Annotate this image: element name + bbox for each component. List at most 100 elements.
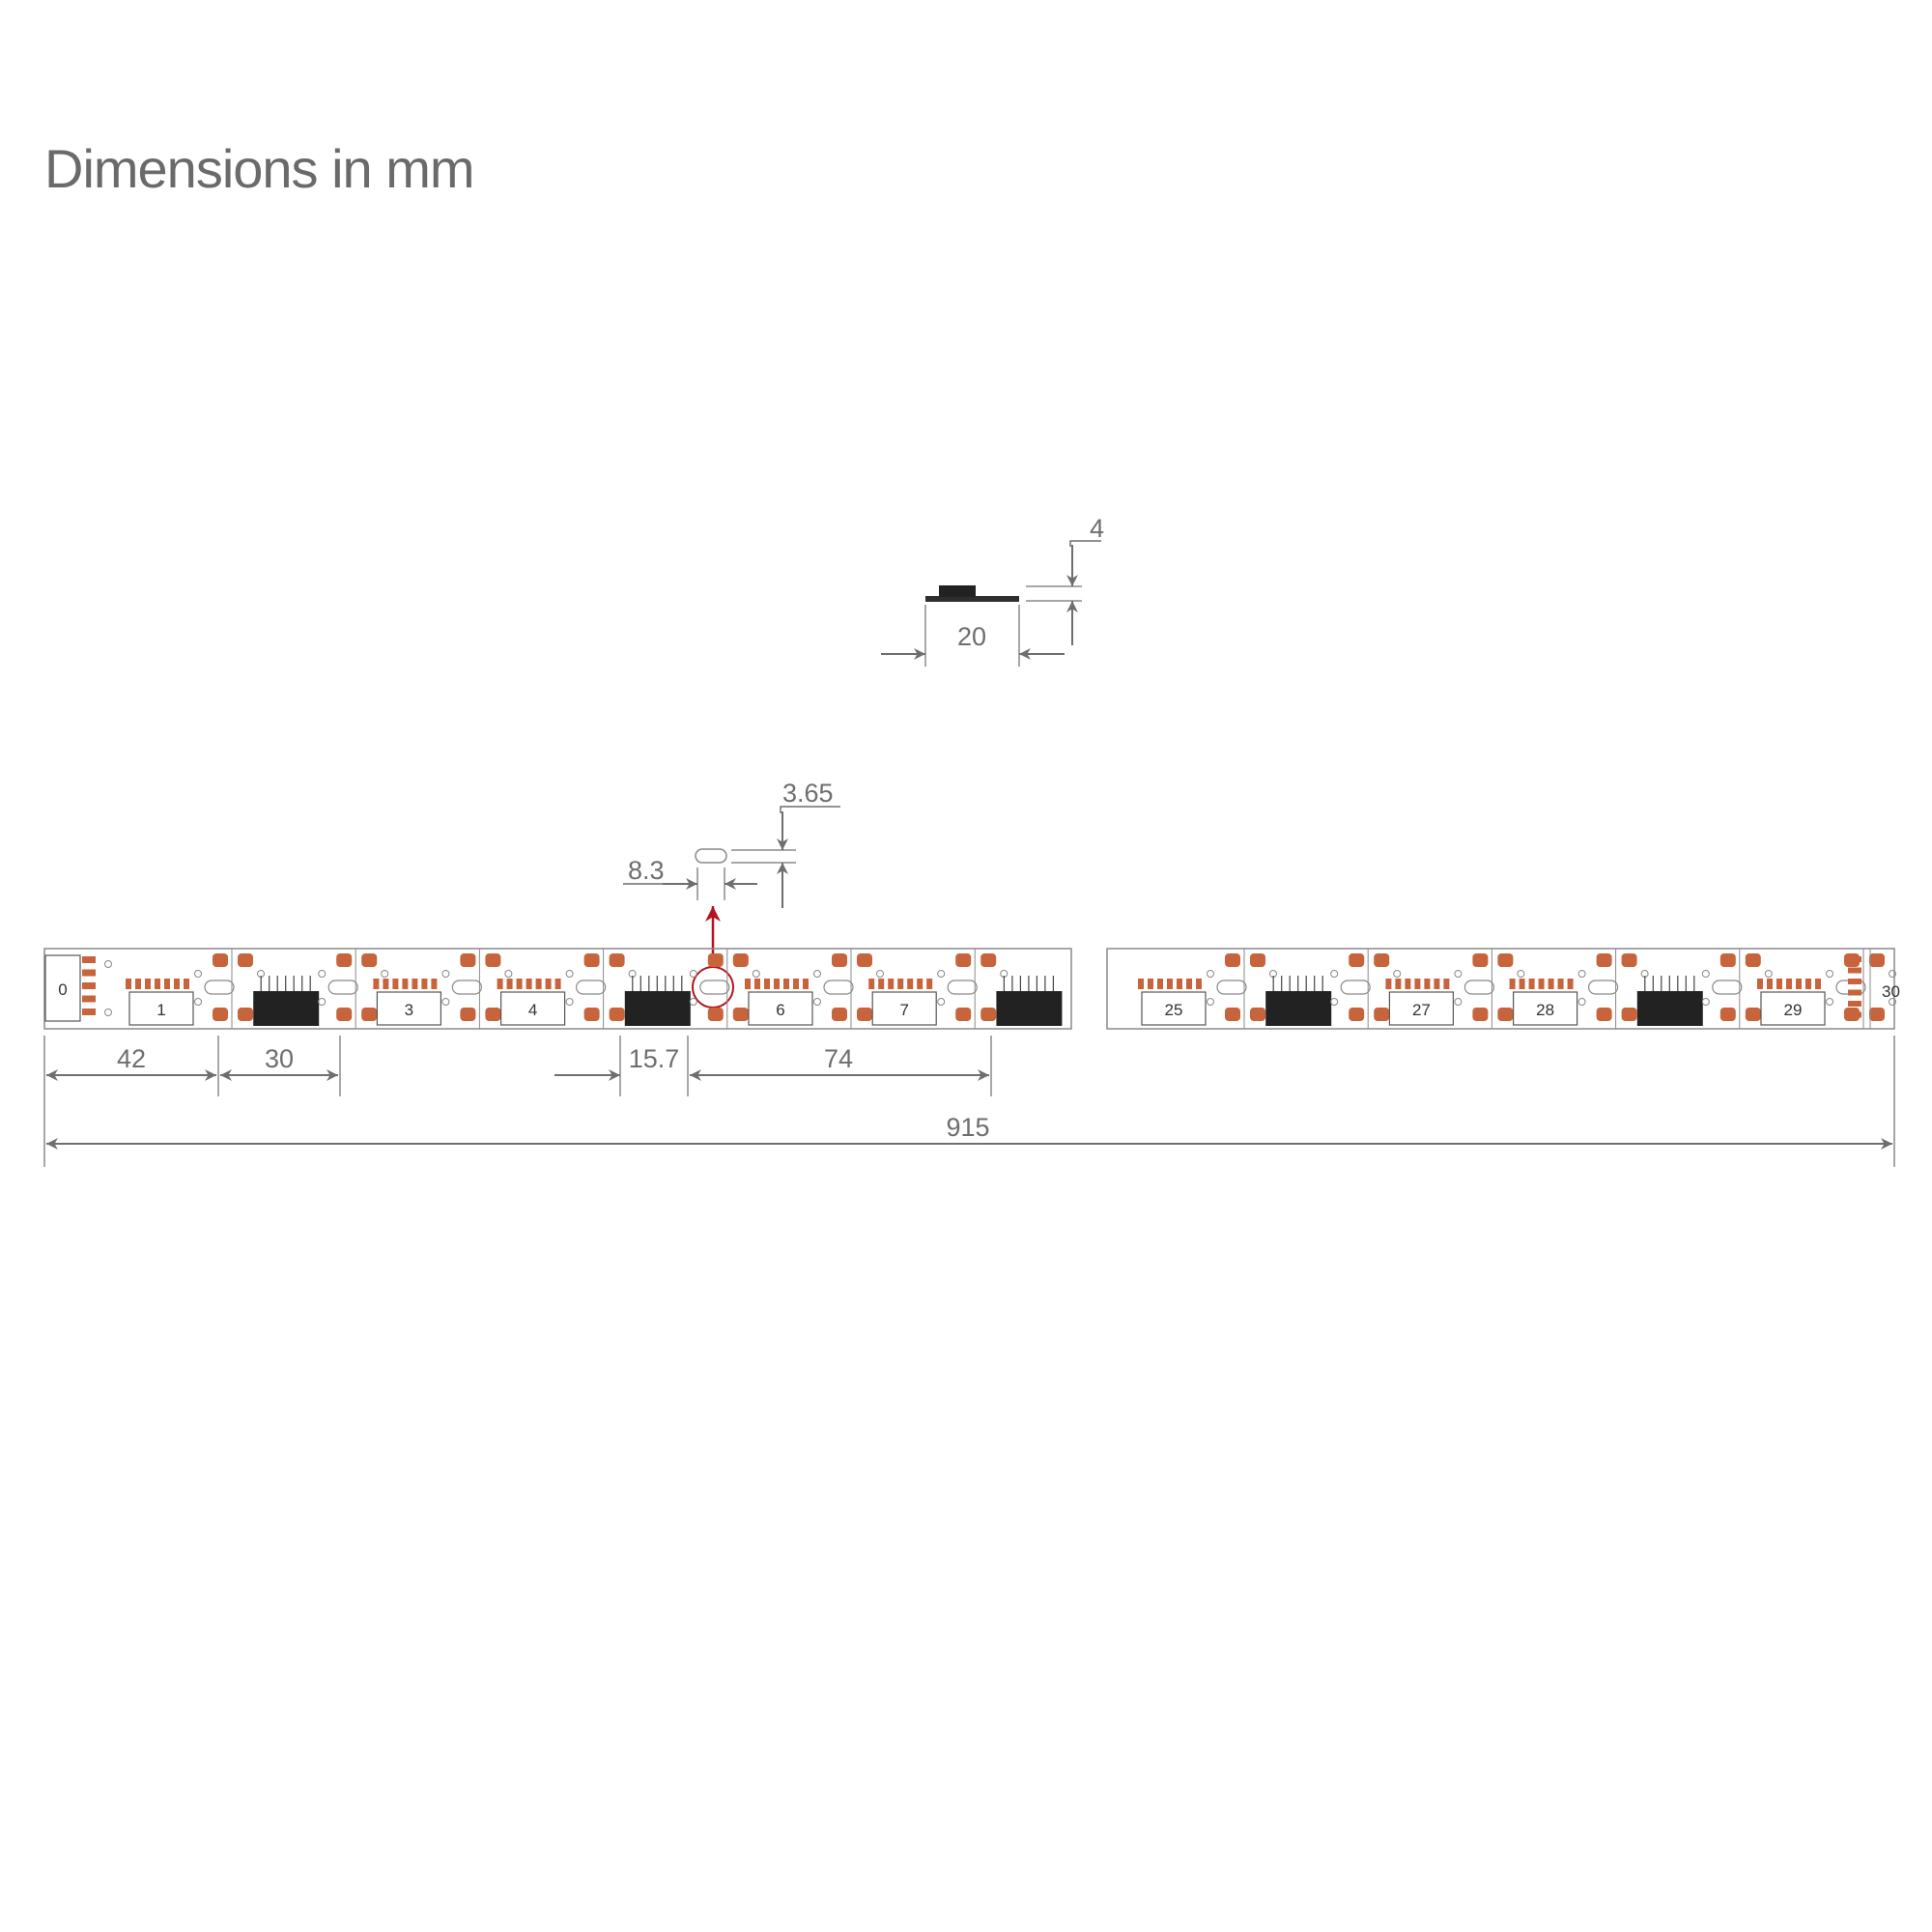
polarity-dot (813, 970, 821, 978)
strip-segment: 28 (1509, 949, 1649, 1029)
cut-mark (451, 980, 482, 995)
led-pad (1177, 979, 1182, 989)
contact-pad (82, 969, 96, 977)
polarity-dot (194, 970, 202, 978)
solder-pad (583, 953, 600, 967)
led-pad (535, 979, 542, 989)
polarity-dot (318, 970, 327, 978)
ic-chip (624, 991, 691, 1026)
polarity-dot (565, 998, 574, 1006)
polarity-dot (565, 970, 574, 978)
cut-mark (1587, 980, 1619, 995)
strip-segment (1265, 949, 1402, 1029)
segment-number: 29 (1784, 1001, 1803, 1019)
led-pad (1776, 979, 1782, 989)
led-pad (554, 979, 561, 989)
segment-number-box (376, 991, 441, 1026)
led-pad (1148, 979, 1153, 989)
contact-pad (1848, 956, 1861, 962)
contact-pad (1848, 967, 1861, 974)
solder-pad (1374, 953, 1390, 967)
polarity-dot (876, 970, 884, 978)
start-polarity-dot-top (104, 960, 112, 968)
led-pad (431, 979, 438, 989)
solder-pad (361, 953, 378, 967)
led-pad (164, 979, 170, 989)
led-pad (868, 979, 875, 989)
led-pad (184, 979, 189, 989)
solder-pad (857, 1008, 872, 1021)
cut-mark (947, 980, 978, 995)
cut-mark (1712, 980, 1743, 995)
solder-pad (213, 1008, 228, 1021)
led-pad (506, 979, 513, 989)
segment-number-box (1760, 991, 1826, 1026)
solder-pad (460, 1008, 476, 1021)
solder-pad (336, 1008, 353, 1021)
polarity-dot (1454, 998, 1463, 1006)
solder-pad (213, 953, 228, 967)
strip-right-section (1106, 948, 1895, 1030)
solder-pad (1472, 953, 1489, 967)
start-label: 0 (58, 980, 67, 999)
led-pad (1767, 979, 1773, 989)
led-pad (1528, 979, 1535, 989)
polarity-dot (1454, 970, 1463, 978)
polarity-dot (1393, 970, 1402, 978)
solder-pad (707, 953, 724, 967)
polarity-dot (1517, 970, 1525, 978)
polarity-dot (1330, 970, 1339, 978)
led-pad (1395, 979, 1402, 989)
segment-number-box (1388, 991, 1455, 1026)
start-polarity-dot-bottom (104, 1009, 112, 1016)
solder-pad (1472, 1008, 1489, 1021)
polarity-dot (1577, 998, 1586, 1006)
led-pad (174, 979, 180, 989)
ic-chip (1636, 991, 1703, 1026)
cross-section-height-label: 4 (1090, 514, 1104, 543)
segment-number: 4 (528, 1001, 537, 1019)
polarity-dot (1207, 970, 1214, 978)
polarity-dot (381, 970, 389, 978)
contact-pad (1848, 1001, 1861, 1007)
dim-label-15-7: 15.7 (629, 1044, 680, 1073)
led-pad (897, 979, 904, 989)
ic-chip (1265, 991, 1332, 1026)
led-pad (516, 979, 523, 989)
dim-label-30: 30 (265, 1044, 294, 1073)
solder-pad (1596, 953, 1612, 967)
polarity-dot (1889, 970, 1896, 978)
strip-segment (996, 976, 1063, 1026)
strip-segment: 4 (497, 949, 637, 1029)
cut-mark (204, 980, 235, 995)
led-pad (745, 979, 751, 989)
segment-number: 7 (899, 1001, 908, 1019)
cut-mark (699, 980, 730, 995)
led-pad (888, 979, 895, 989)
solder-pad (1745, 1008, 1761, 1021)
cut-mark (327, 980, 358, 995)
polarity-dot (689, 970, 697, 978)
led-pad (383, 979, 389, 989)
strip-segment: 25 (1138, 949, 1277, 1029)
polarity-dot (1764, 970, 1773, 978)
segment-number: 6 (776, 1001, 784, 1019)
ic-chip (253, 991, 320, 1026)
cross-section-chip (939, 585, 976, 597)
solder-pad (732, 1008, 749, 1021)
cut-height-label: 3.65 (782, 779, 834, 808)
segment-number-box (748, 991, 813, 1026)
polarity-dot (194, 998, 202, 1006)
led-pad (412, 979, 418, 989)
led-pad (1796, 979, 1802, 989)
led-pad (1786, 979, 1792, 989)
led-pad (145, 979, 151, 989)
led-pad (1509, 979, 1516, 989)
led-pad (1548, 979, 1554, 989)
polarity-dot (1701, 970, 1710, 978)
solder-pad (1497, 1008, 1514, 1021)
led-pad (1424, 979, 1431, 989)
led-pad (1186, 979, 1192, 989)
polarity-dot (441, 970, 450, 978)
solder-pad (1596, 1008, 1612, 1021)
